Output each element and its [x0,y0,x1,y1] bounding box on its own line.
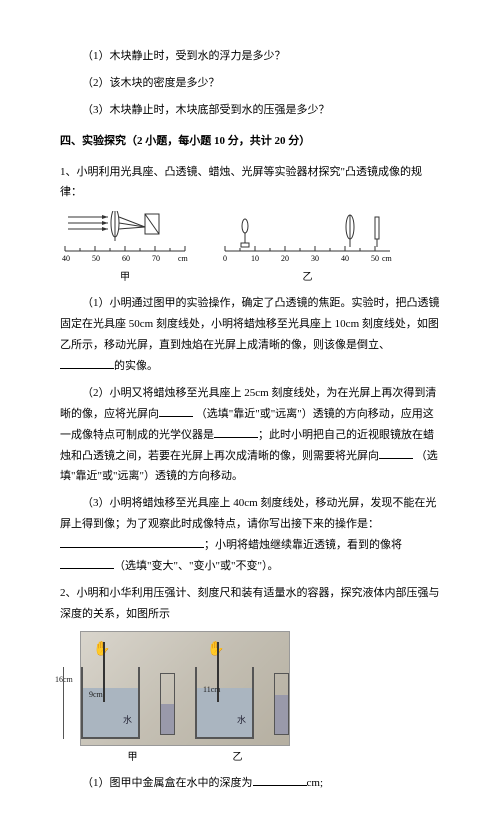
blank-2[interactable] [159,404,193,417]
q1-p3: （3）小明将蜡烛移至光具座上 40cm 刻度线处，移动光屏，发现不能在光屏上得到… [60,493,440,577]
svg-text:50: 50 [92,254,100,263]
svg-text:40: 40 [62,254,70,263]
figure-row-1: 40 50 60 70 cm 甲 0 1 [60,211,440,287]
photo-figure: ✋ 16cm 9cm 水 ✋ 11cm 水 甲 乙 [80,631,440,767]
figure-jia: 40 50 60 70 cm 甲 [60,211,190,287]
q-item-3: （3）木块静止时，木块底部受到水的压强是多少？ [60,100,440,121]
q1-p1-a: （1）小明通过图甲的实验操作，确定了凸透镜的焦距。实验时，把凸透镜固定在光具座 … [60,297,440,351]
q2-p1: （1）图甲中金属盒在水中的深度为 cm; [60,773,440,794]
svg-text:cm: cm [178,254,189,263]
svg-text:40: 40 [341,254,349,263]
svg-text:30: 30 [311,254,319,263]
blank-6[interactable] [60,556,114,569]
q-item-1: （1）木块静止时，受到水的浮力是多少？ [60,46,440,67]
figure-yi-label: 乙 [220,268,395,287]
blank-7[interactable] [253,773,307,786]
figure-yi: 0 10 20 30 40 50 cm 乙 [220,211,395,287]
q1-p1-b: 的实像。 [114,360,158,372]
blank-5[interactable] [60,535,204,548]
svg-text:20: 20 [281,254,289,263]
q2-intro: 2、小明和小华利用压强计、刻度尺和装有适量水的容器，探究液体内部压强与深度的关系… [60,583,440,625]
svg-text:60: 60 [122,254,130,263]
q-item-2: （2）该木块的密度是多少？ [60,73,440,94]
svg-text:cm: cm [382,254,393,263]
svg-text:10: 10 [251,254,259,263]
lens-diagram-yi: 0 10 20 30 40 50 cm [220,211,395,266]
svg-text:0: 0 [223,254,227,263]
svg-text:70: 70 [152,254,160,263]
q1-p3-c: （选填"变大"、"变小"或"不变"）。 [114,560,278,572]
photo-label-left: 甲 [80,748,185,767]
q1-p1: （1）小明通过图甲的实验操作，确定了凸透镜的焦距。实验时，把凸透镜固定在光具座 … [60,293,440,377]
photo-label-right: 乙 [185,748,290,767]
q1-p2: （2）小明又将蜡烛移至光具座上 25cm 刻度线处，为在光屏上再次得到清晰的像，… [60,383,440,487]
q1-p3-b: ；小明将蜡烛继续靠近透镜，看到的像将 [204,539,402,551]
lens-diagram-jia: 40 50 60 70 cm [60,211,190,266]
blank-3[interactable] [214,425,258,438]
figure-jia-label: 甲 [60,268,190,287]
pressure-photo: ✋ 16cm 9cm 水 ✋ 11cm 水 [80,631,290,746]
q1-p3-a: （3）小明将蜡烛移至光具座上 40cm 刻度线处，移动光屏，发现不能在光屏上得到… [60,497,436,530]
q1-intro: 1、小明利用光具座、凸透镜、蜡烛、光屏等实验器材探究"凸透镜成像的规律： [60,162,440,204]
q2-p1-a: （1）图甲中金属盒在水中的深度为 [82,777,253,789]
section-4-title: 四、实验探究（2 小题，每小题 10 分，共计 20 分） [60,131,440,152]
blank-4[interactable] [379,446,413,459]
svg-text:50: 50 [371,254,379,263]
q2-p1-b: cm; [307,777,324,789]
blank-1[interactable] [60,356,114,369]
